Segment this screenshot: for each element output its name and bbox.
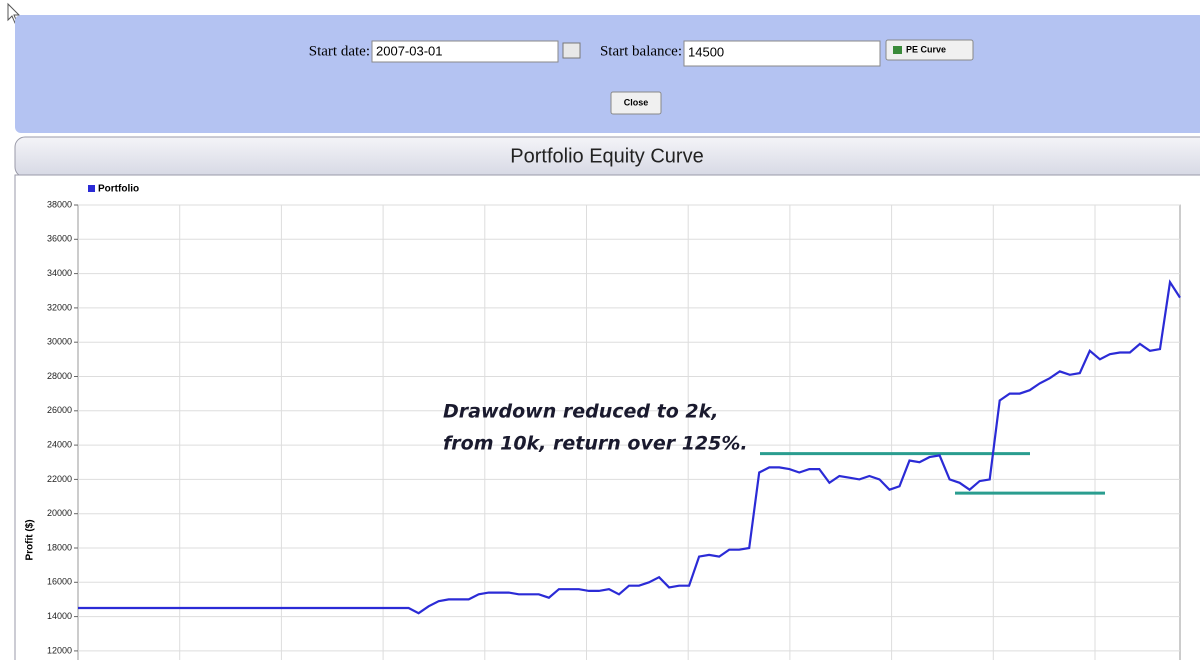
pe-curve-label: PE Curve — [906, 44, 946, 54]
legend-swatch — [88, 185, 95, 192]
pe-curve-button[interactable] — [885, 39, 974, 61]
legend-label: Portfolio — [98, 184, 139, 195]
annotation: Drawdown reduced to 2k, — [443, 401, 718, 423]
y-tick-label: 36000 — [47, 234, 72, 244]
close-label: Close — [624, 97, 649, 107]
close-button[interactable] — [610, 91, 662, 115]
y-tick-label: 22000 — [47, 474, 72, 484]
start-balance-input[interactable] — [683, 40, 881, 67]
y-tick-label: 16000 — [47, 577, 72, 587]
series-line — [78, 279, 1181, 615]
y-tick-label: 28000 — [47, 371, 72, 381]
y-tick-label: 38000 — [47, 199, 72, 209]
start-date-label: Start date: — [309, 43, 370, 59]
start-date-input[interactable] — [371, 40, 559, 63]
y-tick-label: 30000 — [47, 337, 72, 347]
form-panel — [15, 15, 1200, 133]
annotation: from 10k, return over 125%. — [443, 433, 748, 455]
chart-title: Portfolio Equity Curve — [510, 145, 703, 167]
start-date-value: 2007-03-01 — [376, 43, 443, 58]
y-tick-label: 18000 — [47, 542, 72, 552]
y-tick-label: 24000 — [47, 439, 72, 449]
y-tick-label: 32000 — [47, 302, 72, 312]
y-tick-label: 20000 — [47, 508, 72, 518]
y-axis-label: Profit ($) — [25, 519, 36, 560]
y-tick-label: 34000 — [47, 268, 72, 278]
calendar-button[interactable] — [562, 42, 581, 59]
y-tick-label: 14000 — [47, 611, 72, 621]
button-icon — [893, 46, 902, 54]
y-tick-label: 26000 — [47, 405, 72, 415]
y-tick-label: 12000 — [47, 645, 72, 655]
start-balance-value: 14500 — [688, 44, 724, 59]
start-balance-label: Start balance: — [600, 43, 682, 59]
